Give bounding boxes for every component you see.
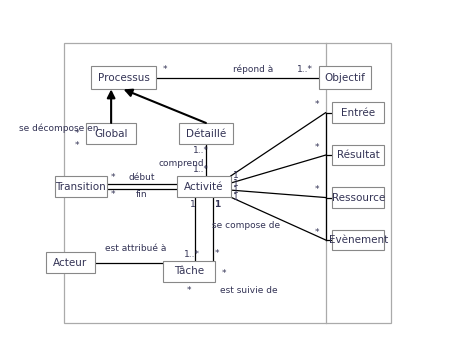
Text: *: * [315,101,320,109]
Bar [91,66,156,89]
Text: *: * [187,286,191,295]
Text: 1: 1 [234,193,239,202]
Text: *: * [111,190,116,199]
Text: 1..*: 1..* [184,250,200,259]
Text: 1: 1 [234,172,239,181]
Text: *: * [75,129,80,138]
Text: Entrée: Entrée [341,108,375,118]
Text: 1: 1 [234,178,239,187]
Bar [319,66,371,89]
Text: *: * [163,65,168,74]
Text: fin: fin [136,190,148,199]
Text: début: début [128,173,155,182]
Text: Résultat: Résultat [337,150,380,160]
Text: 1..*: 1..* [193,146,209,155]
Text: *: * [222,269,226,278]
Text: est attribué à: est attribué à [105,244,167,253]
Text: comprend: comprend [158,159,204,168]
Text: 1: 1 [234,186,239,195]
Text: 1..*: 1..* [193,165,209,174]
Text: Activité: Activité [184,182,223,192]
Text: Acteur: Acteur [53,257,88,267]
Text: répond à: répond à [233,64,273,74]
Text: est suivie de: est suivie de [220,286,277,295]
Bar [332,145,384,165]
Text: Processus: Processus [98,73,149,83]
Text: 1: 1 [214,200,220,209]
Text: Détaillé: Détaillé [186,129,226,139]
Bar [332,230,384,250]
Text: Transition: Transition [55,182,106,192]
Text: Ressource: Ressource [332,192,385,202]
Text: 1..*: 1..* [297,65,313,74]
Text: *: * [315,143,320,152]
Bar [332,187,384,208]
Text: Global: Global [95,129,128,139]
Bar [55,176,106,197]
Text: Objectif: Objectif [324,73,365,83]
Bar [64,43,391,323]
Text: *: * [215,248,219,257]
Text: se compose de: se compose de [213,221,281,230]
Bar [86,123,136,144]
Bar [46,252,96,273]
Text: se décompose en: se décompose en [19,123,98,133]
Text: Tâche: Tâche [174,266,204,276]
Text: 1: 1 [190,200,195,209]
Bar [163,261,215,282]
Text: *: * [315,185,320,194]
Text: *: * [111,173,116,182]
Bar [179,123,233,144]
Text: *: * [75,141,80,150]
Text: *: * [315,228,320,237]
Bar [332,102,384,123]
Text: Evènement: Evènement [329,235,388,245]
Bar [176,176,231,197]
